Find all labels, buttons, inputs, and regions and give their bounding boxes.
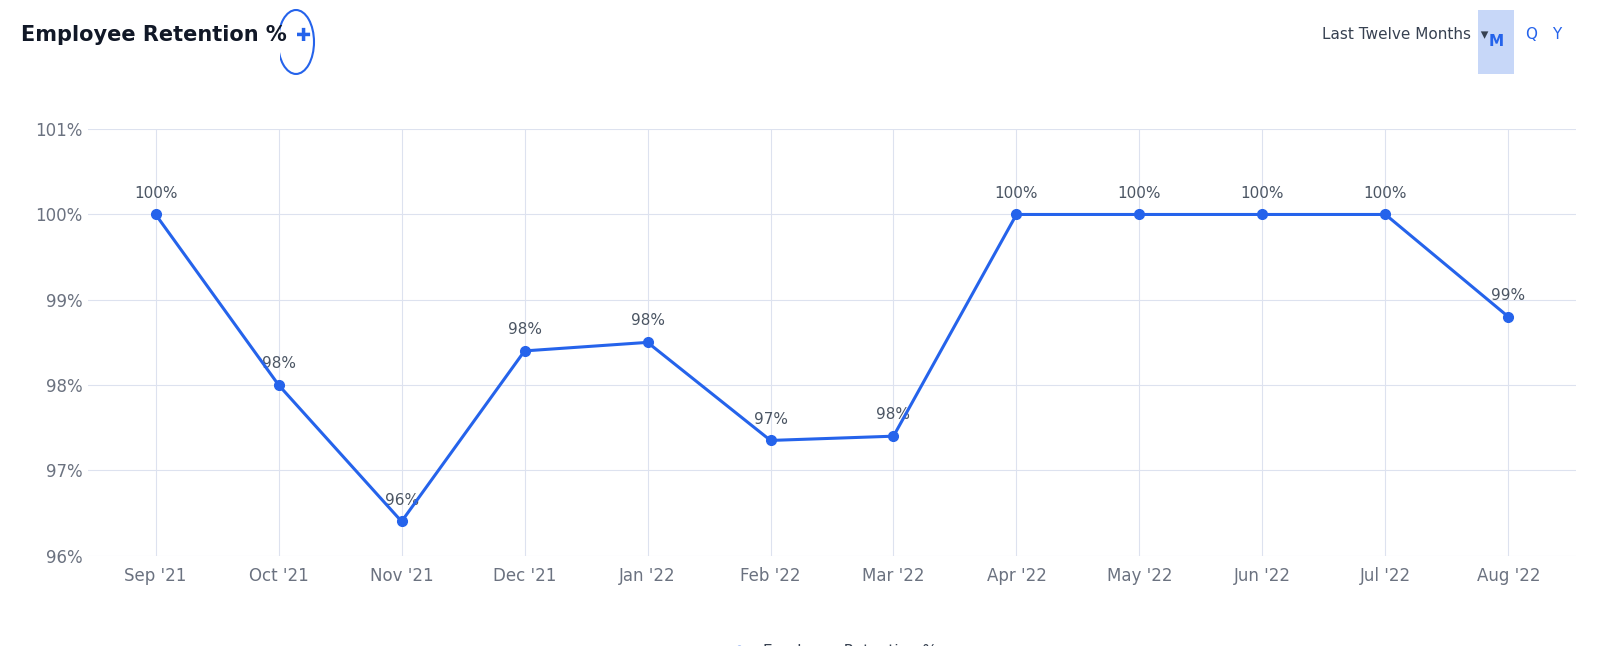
Text: 100%: 100%	[1240, 185, 1285, 201]
Text: 100%: 100%	[1118, 185, 1162, 201]
Text: Last Twelve Months  ▾: Last Twelve Months ▾	[1322, 27, 1488, 42]
Text: 100%: 100%	[134, 185, 178, 201]
Legend: Employee Retention %: Employee Retention %	[722, 638, 942, 646]
Text: Y: Y	[1552, 27, 1562, 42]
Text: 98%: 98%	[877, 407, 910, 422]
Text: 98%: 98%	[262, 356, 296, 371]
Text: Employee Retention %: Employee Retention %	[21, 25, 286, 45]
Text: ✚: ✚	[296, 27, 310, 45]
Text: 98%: 98%	[507, 322, 541, 337]
Text: 100%: 100%	[1363, 185, 1406, 201]
Text: M: M	[1488, 34, 1504, 50]
Text: 98%: 98%	[630, 313, 664, 329]
Text: 100%: 100%	[995, 185, 1038, 201]
Text: 97%: 97%	[754, 412, 787, 426]
Text: Q: Q	[1525, 27, 1536, 42]
Text: 96%: 96%	[384, 492, 419, 508]
Text: 99%: 99%	[1491, 288, 1525, 303]
